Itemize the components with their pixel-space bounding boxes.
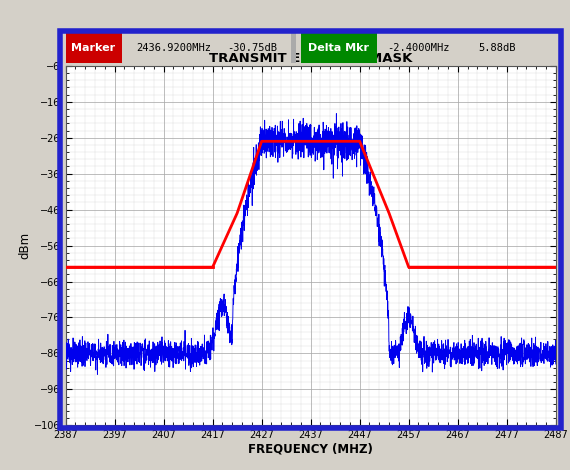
Text: Marker: Marker [71, 43, 116, 53]
Title: TRANSMIT EMISSION MASK: TRANSMIT EMISSION MASK [209, 52, 412, 65]
Text: 5.88dB: 5.88dB [478, 43, 516, 53]
Bar [301, 33, 377, 63]
Y-axis label: dBm: dBm [18, 232, 31, 259]
Text: Delta Mkr: Delta Mkr [308, 43, 369, 53]
Bar [66, 33, 122, 63]
Text: -2.4000MHz: -2.4000MHz [387, 43, 450, 53]
Text: 2436.9200MHz: 2436.9200MHz [136, 43, 211, 53]
Text: -30.75dB: -30.75dB [227, 43, 277, 53]
Bar [291, 33, 296, 63]
X-axis label: FREQUENCY (MHZ): FREQUENCY (MHZ) [248, 443, 373, 456]
